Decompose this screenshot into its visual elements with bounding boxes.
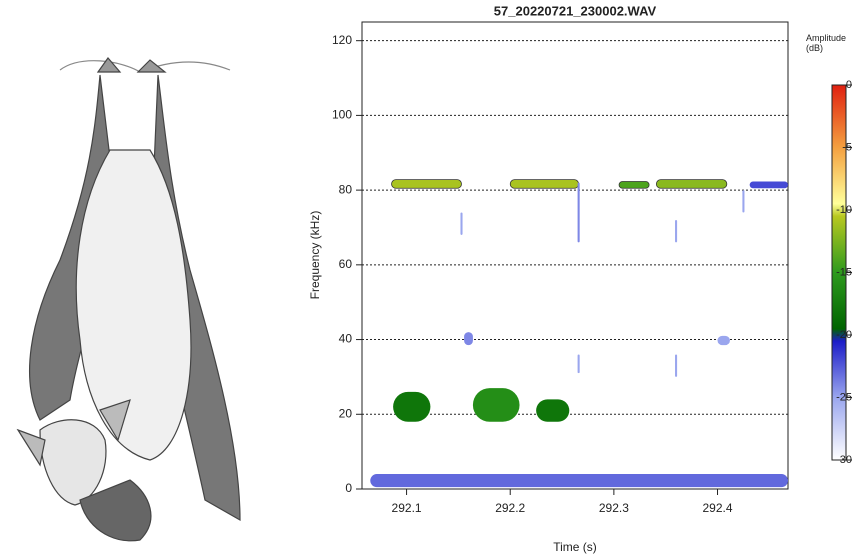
chart-title: 57_20220721_230002.WAV (494, 3, 657, 18)
energy-blob (618, 181, 650, 189)
energy-blob (393, 391, 431, 422)
y-axis-label: Frequency (kHz) (308, 211, 322, 300)
x-tick-label: 292.3 (599, 501, 629, 515)
x-tick-label: 292.1 (392, 501, 422, 515)
colorbar-tick-label: -25 (836, 391, 852, 403)
energy-blob (577, 182, 580, 243)
y-tick-label: 0 (345, 481, 352, 495)
colorbar-tick-label: 0 (846, 79, 852, 91)
y-tick-label: 100 (332, 108, 352, 122)
energy-blob (577, 354, 580, 374)
energy-blob (536, 399, 570, 422)
x-tick-label: 292.2 (495, 501, 525, 515)
y-tick-label: 40 (339, 332, 353, 346)
energy-blob (391, 179, 462, 189)
energy-blob (749, 181, 788, 189)
y-tick-label: 60 (339, 257, 353, 271)
y-tick-label: 120 (332, 33, 352, 47)
colorbar-tick-label: -5 (842, 141, 852, 153)
energy-blob (460, 212, 463, 235)
y-tick-label: 80 (339, 182, 353, 196)
energy-blob (675, 354, 678, 377)
colorbar-tick-label: -20 (836, 329, 852, 341)
plot-frame (361, 21, 789, 490)
bat-illustration (16, 57, 241, 542)
colorbar-tick-label: -15 (836, 266, 852, 278)
x-axis-label: Time (s) (553, 540, 597, 554)
energy-blob (675, 220, 678, 243)
energy-blob (742, 190, 745, 213)
x-tick-label: 292.4 (703, 501, 733, 515)
energy-blob (655, 179, 728, 189)
colorbar-title: Amplitude (dB) (806, 33, 847, 53)
colorbar-tick-label: -10 (836, 204, 852, 216)
energy-blob (509, 179, 580, 189)
energy-blob (464, 332, 473, 346)
energy-blob (717, 335, 730, 346)
colorbar-tick-label: -30 (836, 454, 852, 466)
y-tick-label: 20 (339, 406, 353, 420)
energy-blob (472, 388, 520, 422)
energy-blob (370, 474, 788, 488)
